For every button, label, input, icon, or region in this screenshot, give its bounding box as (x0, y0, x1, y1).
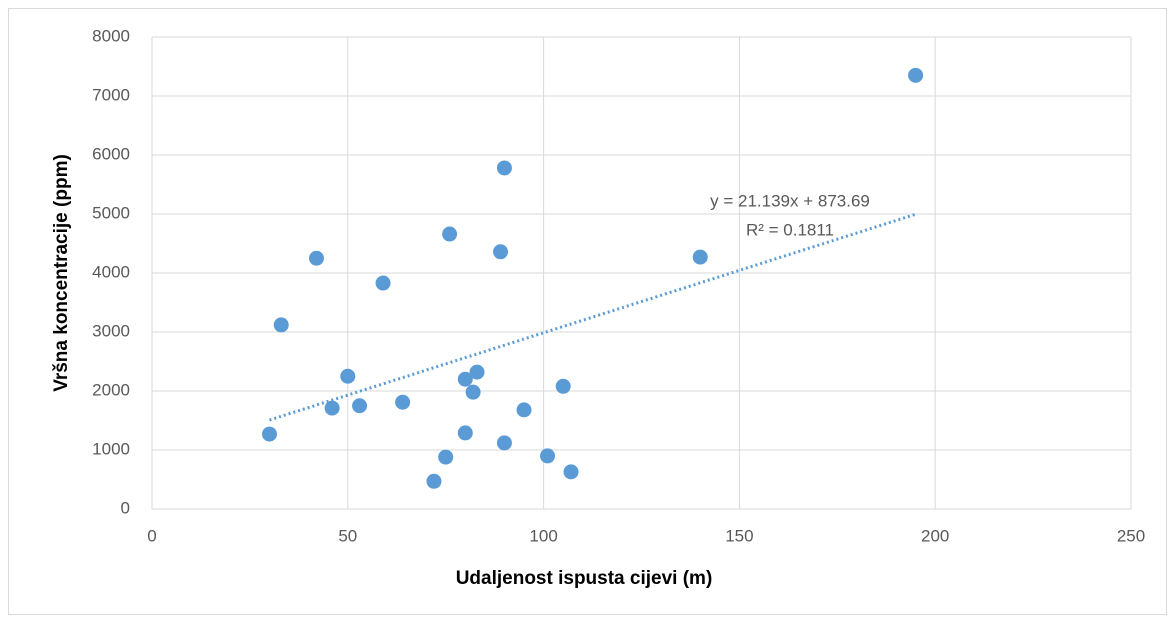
y-tick-label: 0 (121, 498, 130, 517)
x-tick-label: 100 (529, 526, 557, 545)
point (457, 371, 473, 387)
point (324, 400, 340, 416)
y-tick-label: 7000 (92, 85, 130, 104)
y-tick-label: 2000 (92, 380, 130, 399)
point (496, 160, 512, 176)
point (375, 275, 391, 291)
point (692, 249, 708, 265)
point (496, 435, 512, 451)
x-tick-label: 200 (921, 526, 949, 545)
point (469, 364, 485, 380)
point (908, 67, 924, 83)
point (442, 226, 458, 242)
y-tick-label: 4000 (92, 262, 130, 281)
x-axis-title: Udaljenost ispusta cijevi (m) (456, 568, 713, 589)
point (308, 250, 324, 266)
y-tick-label: 5000 (92, 203, 130, 222)
trendline (269, 212, 917, 422)
point (352, 398, 368, 414)
point (438, 449, 454, 465)
trendline-r2: R² = 0.1811 (746, 220, 834, 239)
trendline-equation: y = 21.139x + 873.69 (710, 191, 870, 210)
point (540, 448, 556, 464)
point (273, 317, 289, 333)
point (340, 368, 356, 384)
x-tick-label: 250 (1117, 526, 1145, 545)
point (426, 473, 442, 489)
point (395, 394, 411, 410)
point (465, 384, 481, 400)
point (457, 425, 473, 441)
x-tick-label: 150 (725, 526, 753, 545)
y-tick-label: 6000 (92, 144, 130, 163)
x-tick-label: 0 (147, 526, 156, 545)
point (555, 378, 571, 394)
y-tick-label: 3000 (92, 321, 130, 340)
y-axis-title: Vršna koncentracije (ppm) (51, 154, 72, 392)
point (516, 402, 532, 418)
x-tick-label: 50 (338, 526, 357, 545)
point (261, 426, 277, 442)
chart-border (8, 8, 1167, 615)
y-tick-label: 1000 (92, 439, 130, 458)
point (563, 464, 579, 480)
y-tick-label: 8000 (92, 26, 130, 45)
point (493, 244, 509, 260)
